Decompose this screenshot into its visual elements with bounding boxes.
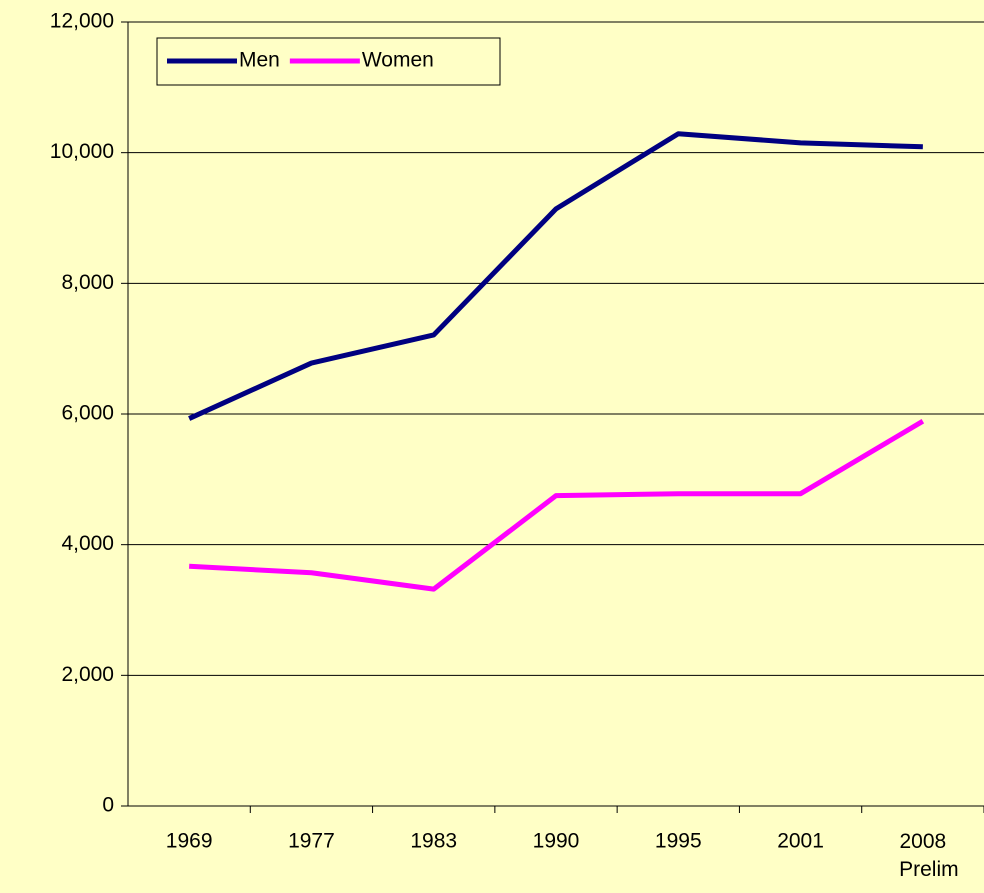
x-tick-label: 1990 [533, 830, 580, 853]
x-tick-label: 2001 [777, 830, 824, 853]
y-tick-label: 4,000 [61, 532, 114, 555]
series-line [188, 131, 923, 421]
legend-label: Women [362, 49, 434, 72]
y-tick-label: 6,000 [61, 402, 114, 425]
x-tick-label: 1995 [655, 830, 702, 853]
series-line [189, 419, 925, 592]
y-tick-label: 8,000 [61, 271, 114, 294]
legend-label: Men [239, 49, 280, 72]
y-tick-label: 2,000 [61, 663, 114, 686]
y-tick-label: 12,000 [50, 10, 114, 33]
x-tick-label: 1969 [166, 830, 213, 853]
y-tick-label: 0 [102, 794, 114, 817]
x-tick-label: 1977 [288, 830, 335, 853]
x-tick-label: 2008 Prelim [899, 830, 959, 881]
y-tick-label: 10,000 [50, 140, 114, 163]
x-tick-label: 1983 [410, 830, 457, 853]
